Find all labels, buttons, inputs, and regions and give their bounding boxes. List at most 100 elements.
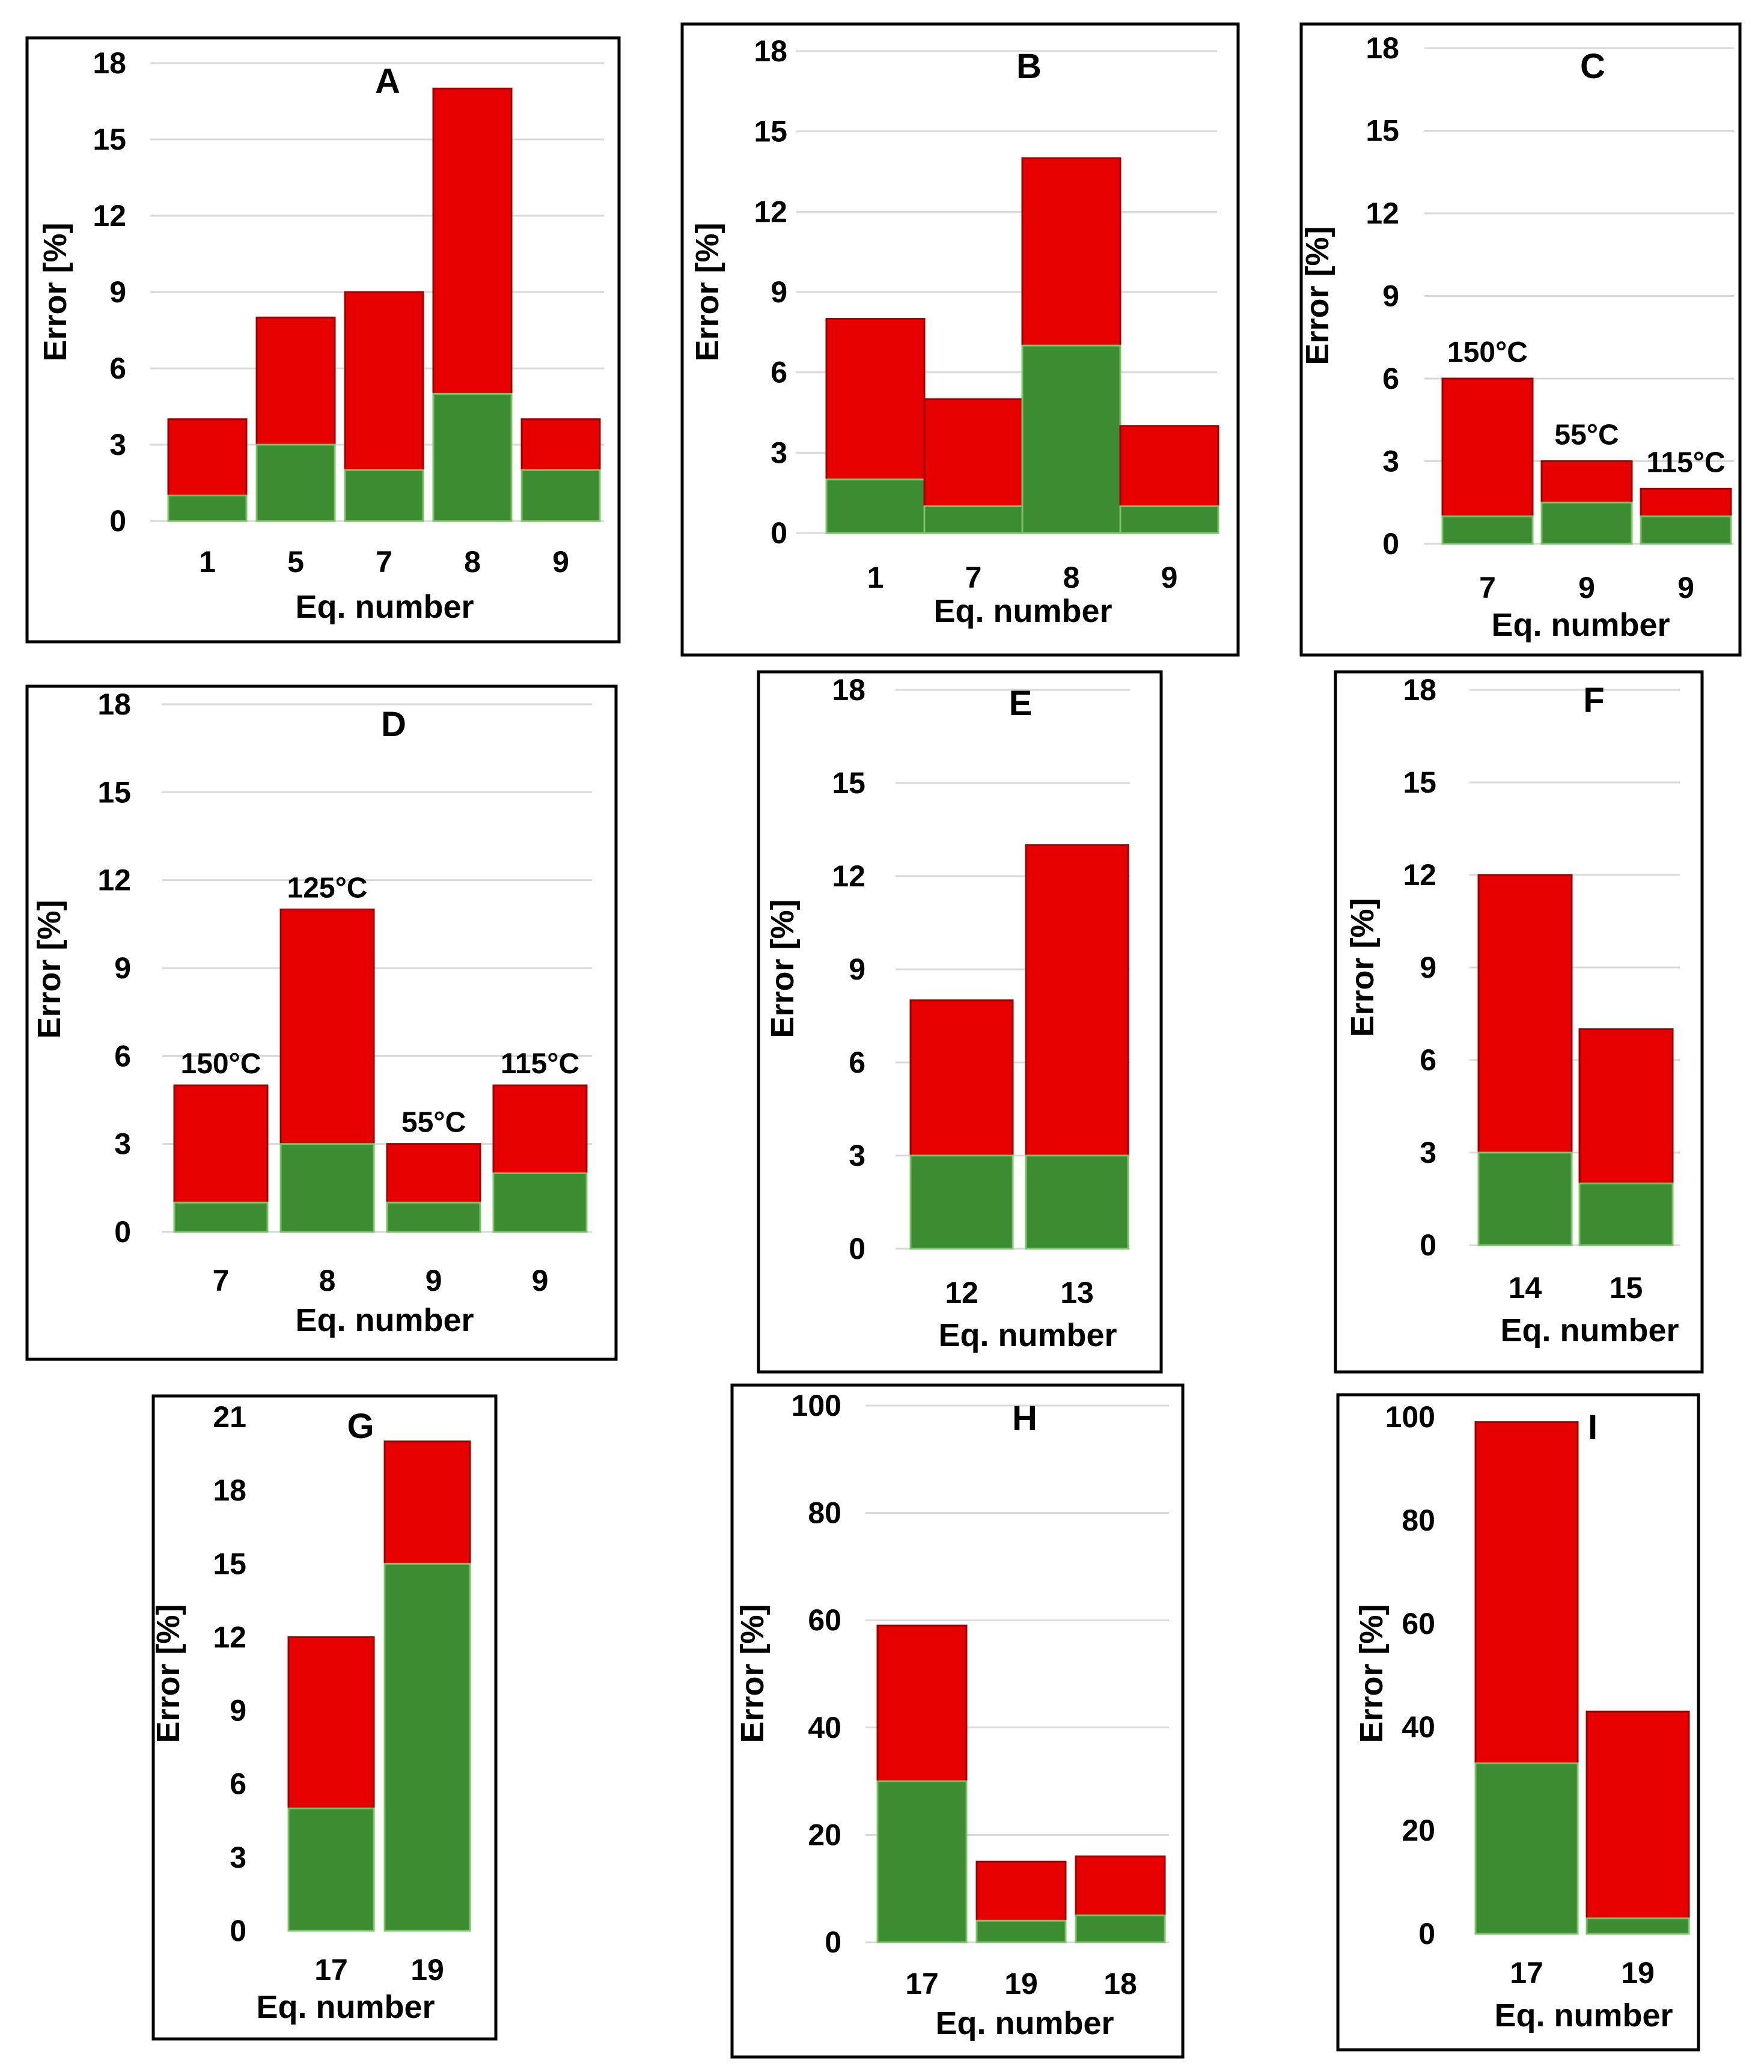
bar-lower-c-2 [1640, 515, 1732, 545]
y-tick-label: 3 [230, 1841, 246, 1874]
y-tick-label: 0 [114, 1215, 131, 1249]
bar-lower-d-0 [173, 1201, 269, 1233]
x-tick-label: 8 [319, 1264, 336, 1297]
bar-lower-a-0 [167, 495, 248, 522]
bar-lower-e-1 [1025, 1154, 1129, 1250]
x-tick-label: 13 [1060, 1276, 1094, 1309]
y-tick-label: 6 [849, 1046, 865, 1079]
bar-lower-c-1 [1540, 501, 1633, 545]
y-tick-label: 15 [832, 766, 865, 800]
chart-panel-g: 0 3 6 9 12 15 18 21 17 19 G Eq. number Error [%] [150, 1394, 498, 2041]
chart-panel-i: 0 20 40 60 80 100 17 19 I Eq. number Error [%] [1336, 1393, 1700, 2052]
y-tick-label: 15 [754, 115, 787, 148]
y-tick-label: 0 [109, 504, 126, 538]
chart-panel-h: 0 20 40 60 80 100 17 19 18 H Eq. number Error [%] [730, 1383, 1185, 2059]
x-tick-label: 17 [905, 1967, 939, 2000]
bar-lower-b-0 [825, 478, 926, 534]
y-tick-label: 18 [832, 673, 865, 707]
y-tick-label: 3 [1420, 1136, 1436, 1169]
bar-lower-h-2 [1075, 1914, 1166, 1943]
x-tick-label: 15 [1610, 1271, 1643, 1305]
y-tick-label: 0 [771, 516, 787, 550]
y-tick-label: 9 [1382, 279, 1399, 313]
chart-panel-d: 0 3 6 9 12 15 18 7 150°C 8 125°C 9 55°C 9 115°C D Eq. nu… [25, 684, 618, 1361]
bar-lower-b-3 [1119, 505, 1219, 534]
y-tick-label: 15 [1403, 766, 1436, 799]
x-tick-label: 9 [1161, 561, 1178, 594]
y-tick-label: 0 [230, 1914, 246, 1948]
y-tick-label: 9 [109, 275, 126, 309]
chart-panel-f: 0 3 6 9 12 15 18 14 15 F Eq. number Error [%] [1334, 670, 1704, 1374]
bar-lower-i-0 [1474, 1762, 1579, 1935]
y-axis-label: Error [%] [1299, 226, 1335, 365]
chart-title: C [1580, 47, 1605, 86]
y-tick-label: 6 [771, 356, 787, 389]
chart-title: A [375, 62, 400, 101]
bar-annotation: 115°C [1646, 446, 1725, 478]
x-axis-label: Eq. number [1494, 1997, 1673, 2034]
y-tick-label: 20 [1402, 1814, 1435, 1847]
bar-lower-f-1 [1578, 1182, 1674, 1246]
y-tick-label: 12 [97, 864, 131, 897]
x-tick-label: 14 [1509, 1271, 1542, 1305]
y-tick-label: 3 [849, 1139, 865, 1172]
y-axis-label: Error [%] [1354, 1604, 1390, 1743]
bar-lower-f-0 [1477, 1151, 1573, 1246]
bar-lower-e-0 [909, 1154, 1014, 1250]
y-tick-label: 9 [771, 275, 787, 309]
y-tick-label: 12 [1403, 858, 1436, 892]
x-tick-label: 9 [552, 545, 569, 579]
y-tick-label: 3 [114, 1127, 131, 1161]
y-tick-label: 15 [93, 123, 126, 156]
x-axis-label: Eq. number [295, 1302, 474, 1338]
x-tick-label: 8 [1063, 561, 1080, 594]
bar-lower-d-1 [279, 1143, 375, 1233]
y-tick-label: 0 [1418, 1917, 1435, 1951]
y-tick-label: 15 [1366, 114, 1399, 148]
y-tick-label: 80 [1402, 1504, 1435, 1537]
y-tick-label: 12 [832, 859, 865, 893]
x-tick-label: 12 [945, 1276, 978, 1309]
y-tick-label: 60 [808, 1603, 841, 1637]
x-axis-label: Eq. number [295, 589, 474, 625]
bar-lower-i-1 [1585, 1917, 1690, 1935]
chart-panel-c: 0 3 6 9 12 15 18 7 150°C 9 55°C 9 115°C C Eq. number Er… [1299, 22, 1742, 657]
y-tick-label: 20 [808, 1818, 841, 1851]
y-tick-label: 100 [792, 1389, 841, 1422]
bar-lower-b-1 [923, 505, 1024, 534]
y-tick-label: 12 [1366, 197, 1399, 230]
y-tick-label: 0 [1382, 527, 1399, 561]
chart-title: I [1588, 1408, 1598, 1447]
chart-title: G [347, 1407, 374, 1446]
y-tick-label: 6 [1382, 362, 1399, 395]
y-tick-label: 18 [93, 46, 126, 80]
x-tick-label: 9 [532, 1264, 549, 1297]
y-tick-label: 18 [97, 687, 131, 721]
x-tick-label: 5 [287, 545, 304, 579]
y-tick-label: 3 [1382, 445, 1399, 478]
y-tick-label: 3 [109, 428, 126, 462]
chart-title: F [1583, 681, 1604, 720]
y-axis-label: Error [%] [1344, 898, 1381, 1037]
y-tick-label: 18 [213, 1473, 246, 1507]
y-tick-label: 0 [849, 1232, 865, 1266]
x-tick-label: 9 [1578, 571, 1595, 605]
x-tick-label: 9 [426, 1264, 442, 1297]
x-axis-label: Eq. number [938, 1317, 1117, 1353]
x-axis-label: Eq. number [935, 2005, 1114, 2041]
bar-annotation: 150°C [181, 1048, 261, 1080]
bar-annotation: 55°C [1554, 419, 1619, 451]
y-tick-label: 100 [1385, 1400, 1435, 1434]
chart-frame [1299, 22, 1742, 657]
y-axis-label: Error [%] [31, 900, 67, 1038]
y-tick-label: 80 [808, 1496, 841, 1530]
y-tick-label: 18 [1366, 31, 1399, 65]
y-axis-label: Error [%] [734, 1604, 771, 1743]
x-tick-label: 19 [410, 1953, 444, 1987]
bar-annotation: 150°C [1447, 337, 1528, 368]
x-tick-label: 1 [199, 545, 216, 579]
y-tick-label: 6 [230, 1767, 246, 1801]
y-tick-label: 0 [1420, 1228, 1436, 1262]
